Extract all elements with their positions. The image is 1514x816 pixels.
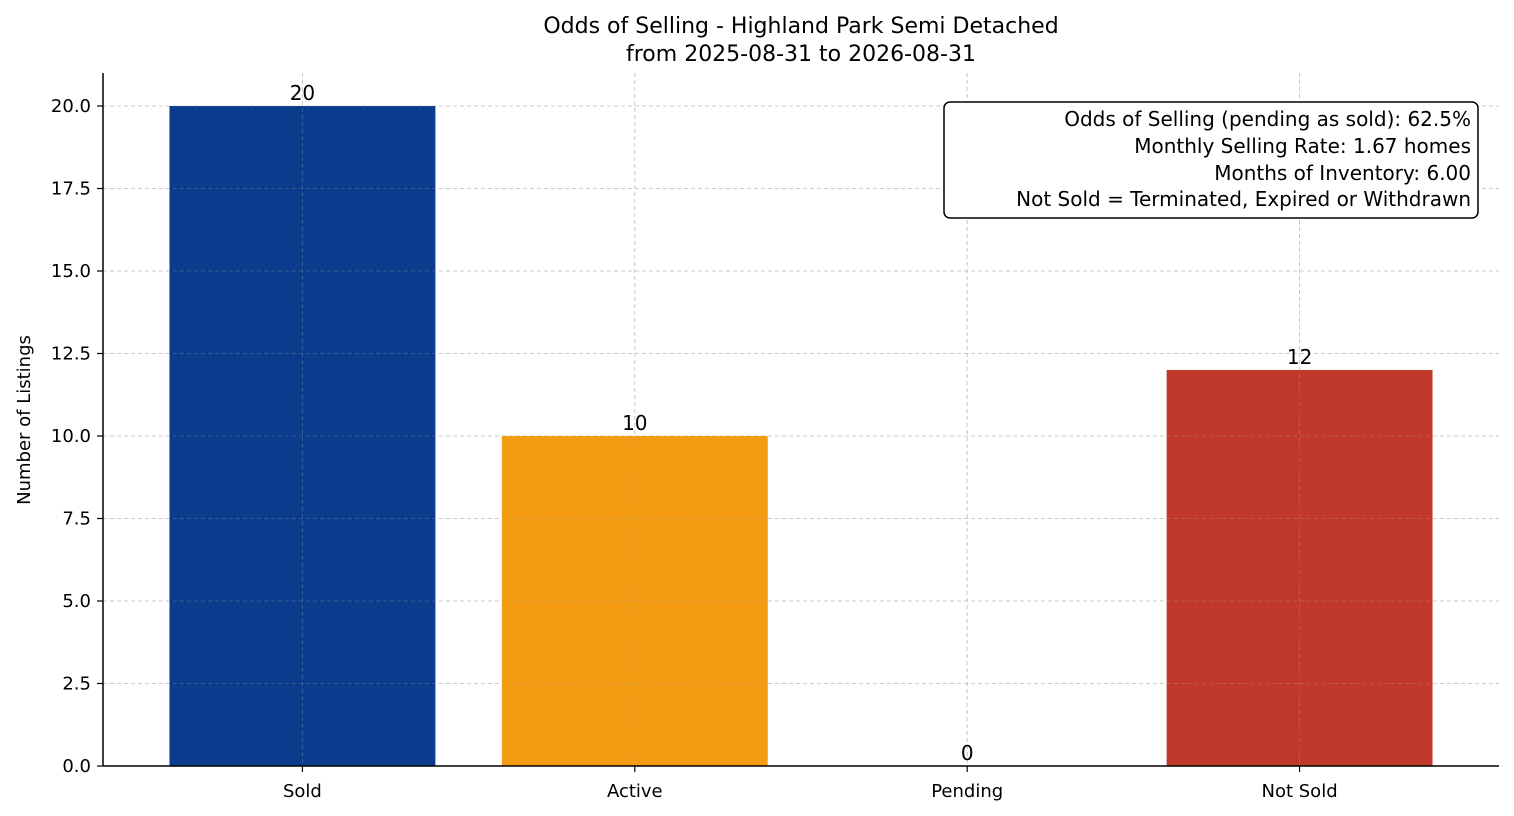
y-tick-label: 0.0 (62, 756, 91, 777)
y-tick-label: 17.5 (51, 179, 91, 200)
info-line-odds: Odds of Selling (pending as sold): 62.5% (1064, 107, 1471, 131)
bar-value-label: 0 (961, 741, 974, 765)
x-tick-label: Sold (283, 781, 322, 802)
info-line-inventory: Months of Inventory: 6.00 (1214, 161, 1471, 185)
bar-sold (169, 106, 436, 766)
x-tick-label: Not Sold (1262, 781, 1338, 802)
y-tick-label: 2.5 (62, 674, 91, 695)
info-box: Odds of Selling (pending as sold): 62.5%… (943, 101, 1479, 219)
bars (169, 106, 1433, 766)
info-line-rate: Monthly Selling Rate: 1.67 homes (1134, 134, 1471, 158)
y-tick-label: 12.5 (51, 344, 91, 365)
x-tick-label: Active (607, 781, 663, 802)
chart-title: Odds of Selling - Highland Park Semi Det… (543, 14, 1058, 39)
x-tick-label: Pending (931, 781, 1003, 802)
info-box-frame (943, 101, 1479, 219)
chart-subtitle: from 2025-08-31 to 2026-08-31 (626, 42, 976, 67)
bar-not-sold (1166, 370, 1433, 766)
y-ticks: 0.0 2.5 5.0 7.5 10.0 12.5 15.0 17.5 20.0 (51, 96, 103, 777)
y-tick-label: 15.0 (51, 261, 91, 282)
y-tick-label: 10.0 (51, 426, 91, 447)
y-tick-label: 5.0 (62, 591, 91, 612)
bar-value-label: 20 (290, 81, 315, 105)
bar-value-label: 12 (1287, 345, 1312, 369)
x-ticks: Sold Active Pending Not Sold (283, 766, 1338, 802)
bar-value-label: 10 (622, 411, 647, 435)
value-labels: 20 10 0 12 (290, 81, 1313, 765)
y-axis-label: Number of Listings (14, 335, 35, 505)
info-line-not-sold-definition: Not Sold = Terminated, Expired or Withdr… (1016, 187, 1471, 211)
bar-active (501, 436, 768, 766)
y-tick-label: 20.0 (51, 96, 91, 117)
y-tick-label: 7.5 (62, 509, 91, 530)
